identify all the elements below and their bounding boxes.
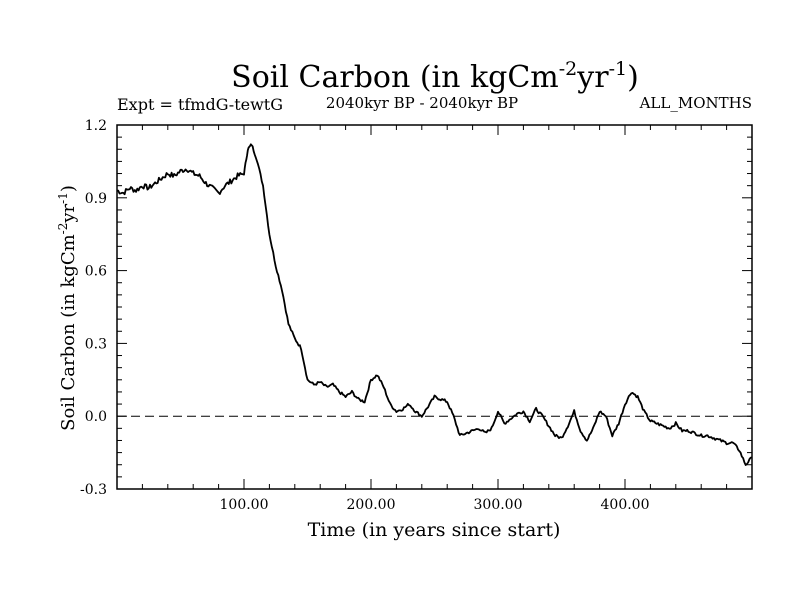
y-tick-label: -0.3 — [80, 482, 107, 498]
title-mid: yr — [576, 60, 609, 95]
x-tick-label: 200.00 — [347, 497, 396, 513]
plot-frame — [116, 124, 753, 490]
subtitle-left: Expt = tfmdG-tewtG — [117, 95, 283, 114]
subtitle-right: ALL_MONTHS — [639, 94, 752, 112]
series-layer — [116, 143, 753, 466]
y-tick-label: 0.3 — [85, 336, 107, 352]
y-tick-label: 0.6 — [85, 264, 107, 280]
title-sup2: -1 — [609, 58, 628, 80]
ylabel-end: ) — [58, 185, 79, 192]
ylabel-sup2: -1 — [56, 192, 70, 204]
y-axis-label: Soil Carbon (in kgCm-2yr-1) — [56, 185, 79, 431]
ylabel-main: Soil Carbon (in kgCm — [58, 234, 79, 431]
tick-labels-layer: -0.3 0.0 0.3 0.6 0.9 1.2 100.00 200.00 300.00 400… — [80, 118, 650, 513]
series-line — [116, 143, 753, 466]
chart-title: Soil Carbon (in kgCm-2yr-1) — [231, 58, 639, 95]
x-tick-label: 400.00 — [601, 497, 650, 513]
x-tick-label: 100.00 — [220, 497, 269, 513]
x-axis-label: Time (in years since start) — [308, 519, 561, 541]
title-end: ) — [627, 60, 639, 95]
ylabel-sup1: -2 — [56, 223, 70, 235]
y-tick-label: 0.9 — [85, 191, 107, 207]
y-tick-label: 1.2 — [85, 118, 107, 134]
y-axis-label-group: Soil Carbon (in kgCm-2yr-1) — [56, 185, 79, 431]
title-sup1: -2 — [559, 58, 578, 80]
ylabel-mid: yr — [58, 203, 79, 223]
subtitle-center: 2040kyr BP - 2040kyr BP — [326, 94, 518, 112]
ticks-layer — [117, 124, 752, 490]
x-tick-label: 300.00 — [474, 497, 523, 513]
y-tick-label: 0.0 — [85, 409, 107, 425]
title-main: Soil Carbon (in kgCm — [231, 60, 559, 95]
